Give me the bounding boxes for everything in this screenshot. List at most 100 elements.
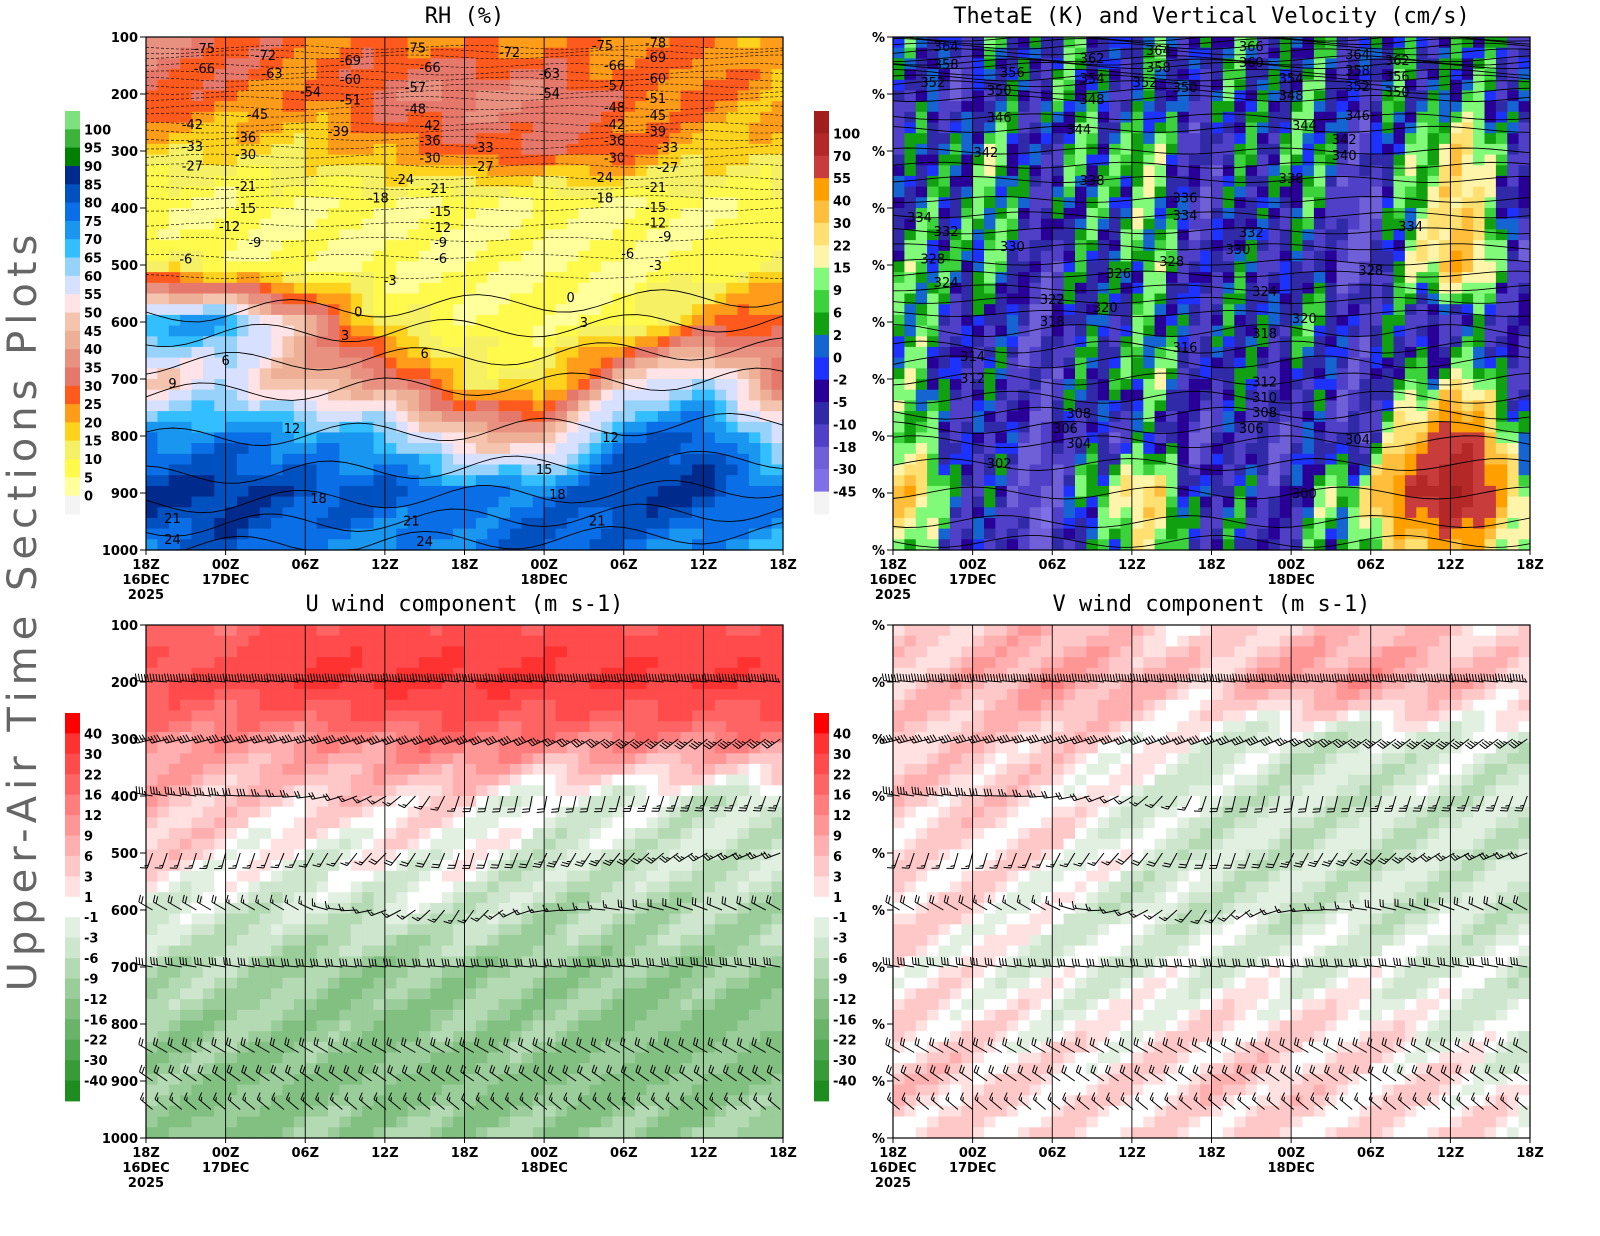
contour-cell <box>487 208 500 220</box>
contour-cell <box>1348 443 1360 455</box>
contour-cell <box>669 293 682 305</box>
contour-cell <box>1075 400 1087 412</box>
contour-cell <box>339 507 352 519</box>
contour-cell <box>1348 47 1360 59</box>
contour-cell <box>259 133 272 145</box>
contour-cell <box>1120 69 1133 81</box>
contour-cell <box>532 58 545 70</box>
contour-cell <box>1075 314 1087 327</box>
contour-cell <box>1040 250 1053 263</box>
contour-cell <box>995 485 1008 498</box>
contour-cell <box>589 197 602 209</box>
contour-cell <box>271 443 284 455</box>
contour-cell <box>703 143 716 156</box>
contour-cell <box>191 143 204 156</box>
contour-cell <box>1222 197 1235 209</box>
contour-cell <box>191 485 204 498</box>
contour-cell <box>623 186 636 198</box>
isotherm-line <box>145 274 784 279</box>
contour-cell <box>157 79 170 92</box>
contour-cell <box>1166 165 1178 177</box>
contour-cell <box>407 58 420 70</box>
contour-cell <box>441 208 454 220</box>
contour-cell <box>1257 411 1269 423</box>
contour-cell <box>157 122 170 134</box>
contour-cell <box>202 496 215 508</box>
contour-cell <box>350 261 363 273</box>
contour-cell <box>1268 304 1281 316</box>
contour-cell <box>1359 272 1372 284</box>
contour-cell <box>328 357 340 369</box>
contour-cell <box>1131 411 1144 423</box>
contour-cell <box>1336 379 1349 391</box>
contour-cell <box>692 101 704 113</box>
contour-cell <box>771 165 784 177</box>
contour-cell <box>237 368 249 380</box>
contour-cell <box>904 389 917 401</box>
contour-cell <box>669 69 682 81</box>
contour-cell <box>453 507 466 519</box>
contour-cell <box>915 186 928 198</box>
contour-cell <box>984 464 996 476</box>
contour-cell <box>464 368 477 380</box>
contour-cell <box>692 111 704 124</box>
contour-cell <box>657 90 670 102</box>
contour-cell <box>510 400 522 412</box>
contour-cell <box>271 379 284 391</box>
contour-cell <box>510 368 522 380</box>
contour-cell <box>350 197 363 209</box>
contour-cell <box>464 69 477 81</box>
contour-cell <box>669 453 682 466</box>
contour-cell <box>1325 346 1338 359</box>
contour-cell <box>938 165 951 177</box>
contour-cell <box>635 475 648 487</box>
contour-cell <box>1200 197 1213 209</box>
contour-cell <box>1075 464 1087 476</box>
contour-cell <box>566 58 579 70</box>
contour-cell <box>248 336 261 348</box>
contour-cell <box>316 218 329 230</box>
contour-cell <box>646 421 659 434</box>
contour-cell <box>1234 261 1247 273</box>
contour-cell <box>1143 154 1156 166</box>
contour-cell <box>532 122 545 134</box>
contour-cell <box>1188 507 1201 519</box>
contour-cell <box>202 208 215 220</box>
contour-cell <box>328 218 340 230</box>
contour-cell <box>407 208 420 220</box>
contour-cell <box>748 208 761 220</box>
contour-cell <box>646 443 659 455</box>
contour-cell <box>771 47 784 59</box>
contour-cell <box>646 69 659 81</box>
contour-cell <box>1245 357 1258 369</box>
contour-cell <box>1177 154 1190 166</box>
contour-cell <box>419 485 431 498</box>
contour-cell <box>362 507 375 519</box>
y-tick-label: 100 <box>111 31 138 46</box>
contour-cell <box>635 282 648 295</box>
contour-cell <box>1257 475 1269 487</box>
contour-cell <box>419 69 431 81</box>
contour-cell <box>771 539 784 551</box>
contour-label: 21 <box>164 512 181 527</box>
contour-cell <box>703 304 716 316</box>
contour-cell <box>1234 379 1247 391</box>
contour-cell <box>1063 314 1076 327</box>
contour-cell <box>1268 346 1281 359</box>
contour-cell <box>1302 411 1315 423</box>
contour-cell <box>1131 325 1144 337</box>
contour-cell <box>984 314 996 327</box>
isotherm-line <box>145 206 784 212</box>
contour-cell <box>623 175 636 188</box>
contour-cell <box>623 90 636 102</box>
contour-cell <box>180 208 193 220</box>
contour-cell <box>748 475 761 487</box>
contour-cell <box>1359 475 1372 487</box>
contour-cell <box>168 197 181 209</box>
contour-cell <box>362 143 375 156</box>
contour-cell <box>180 443 193 455</box>
contour-cell <box>1234 443 1247 455</box>
contour-cell <box>748 325 761 337</box>
colorbar-label: 60 <box>84 270 102 285</box>
contour-cell <box>1040 175 1053 188</box>
